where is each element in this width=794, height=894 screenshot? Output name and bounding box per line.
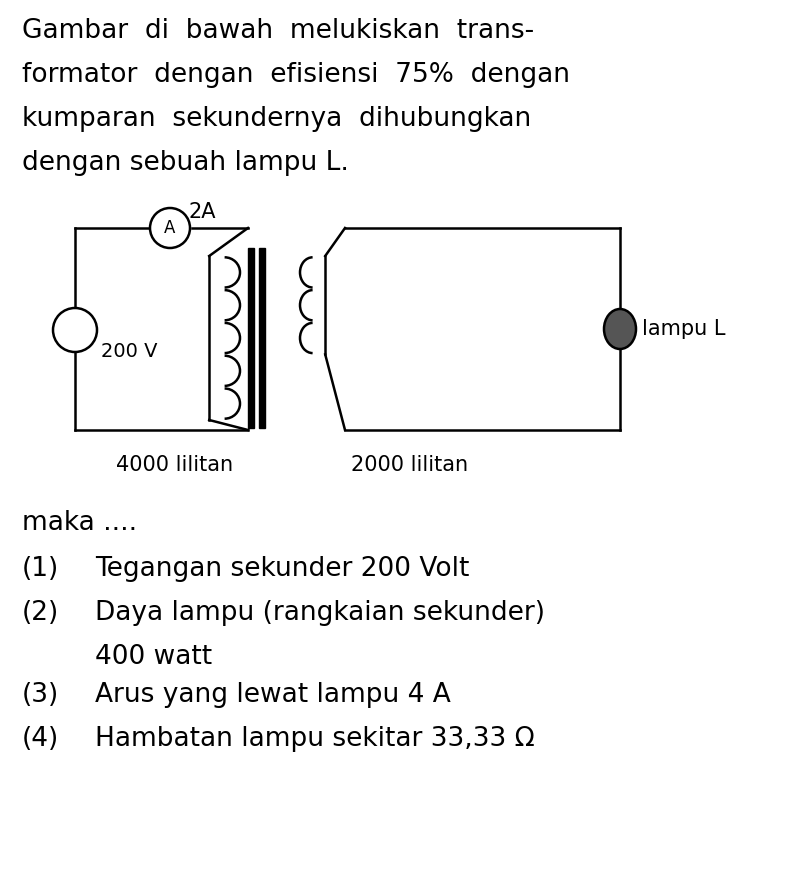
Text: kumparan  sekundernya  dihubungkan: kumparan sekundernya dihubungkan <box>22 106 531 132</box>
Text: 400 watt: 400 watt <box>95 644 212 670</box>
Text: (3): (3) <box>22 682 60 708</box>
Text: dengan sebuah lampu L.: dengan sebuah lampu L. <box>22 150 349 176</box>
Text: Hambatan lampu sekitar 33,33 Ω: Hambatan lampu sekitar 33,33 Ω <box>95 726 534 752</box>
Text: Arus yang lewat lampu 4 A: Arus yang lewat lampu 4 A <box>95 682 451 708</box>
Circle shape <box>150 208 190 248</box>
Text: Gambar  di  bawah  melukiskan  trans-: Gambar di bawah melukiskan trans- <box>22 18 534 44</box>
Circle shape <box>53 308 97 352</box>
Text: Tegangan sekunder 200 Volt: Tegangan sekunder 200 Volt <box>95 556 469 582</box>
Text: (1): (1) <box>22 556 60 582</box>
Text: 2A: 2A <box>188 202 215 222</box>
Text: 4000 lilitan: 4000 lilitan <box>117 455 233 475</box>
Text: Daya lampu (rangkaian sekunder): Daya lampu (rangkaian sekunder) <box>95 600 545 626</box>
Text: 2000 lilitan: 2000 lilitan <box>352 455 468 475</box>
Text: A: A <box>164 219 175 237</box>
Text: (2): (2) <box>22 600 60 626</box>
Text: maka ....: maka .... <box>22 510 137 536</box>
Text: formator  dengan  efisiensi  75%  dengan: formator dengan efisiensi 75% dengan <box>22 62 570 88</box>
Bar <box>259 248 265 428</box>
Text: (4): (4) <box>22 726 60 752</box>
Bar <box>248 248 254 428</box>
Text: 200 V: 200 V <box>101 342 157 361</box>
Ellipse shape <box>604 309 636 349</box>
Text: lampu L: lampu L <box>642 319 726 339</box>
